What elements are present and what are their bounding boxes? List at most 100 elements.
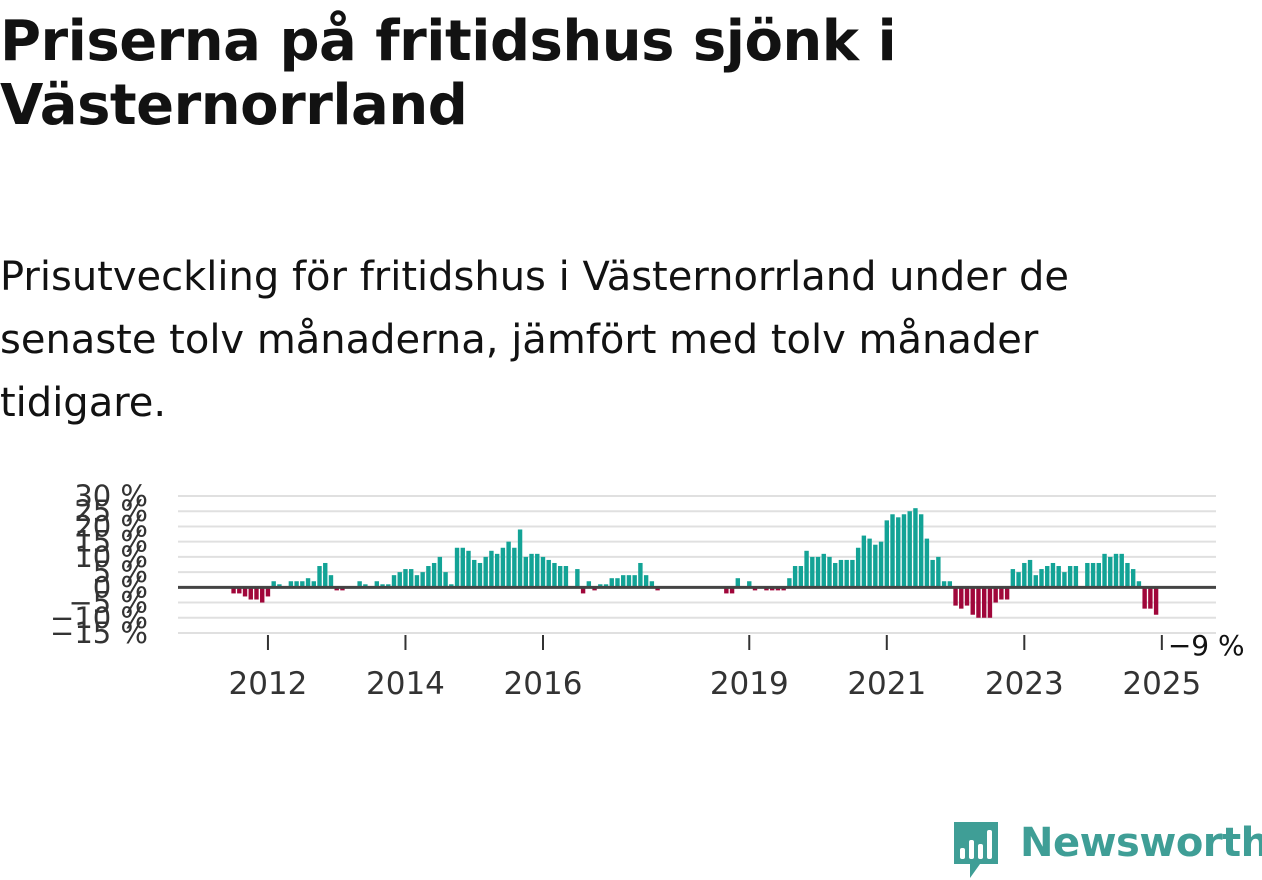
last-value-label: −9 % [1168, 629, 1245, 662]
bar-chart: −15 %−10 %−5 %0 %5 %10 %15 %20 %25 %30 %… [50, 479, 1245, 700]
bar [1108, 556, 1113, 588]
bar [1113, 553, 1119, 588]
bar [655, 587, 660, 591]
bar [580, 587, 586, 594]
bar [420, 572, 425, 588]
bar [781, 587, 786, 591]
bar [472, 559, 477, 588]
bar [592, 587, 597, 591]
bar [626, 575, 632, 588]
bar [242, 587, 248, 597]
annotation: −9 % [1168, 629, 1245, 662]
bar [1033, 575, 1038, 588]
bar [833, 562, 838, 588]
bar [231, 587, 236, 594]
bar [1148, 587, 1153, 609]
bar [884, 520, 889, 588]
bar [460, 547, 465, 588]
bar [643, 575, 649, 588]
bar [907, 511, 912, 588]
newsworthy-logo: Newsworthy [950, 818, 1262, 880]
bar [632, 575, 637, 588]
bar [426, 566, 431, 588]
y-tick-label: 0 % [93, 570, 148, 604]
bar [918, 514, 924, 588]
bar [443, 572, 448, 588]
bar [500, 547, 506, 588]
bar [838, 559, 844, 588]
bar [271, 581, 276, 588]
bar [976, 587, 981, 618]
bar [586, 581, 592, 588]
bar [529, 553, 534, 588]
bar [248, 587, 253, 600]
bar [598, 584, 603, 588]
bar [535, 553, 540, 588]
bar [752, 587, 758, 591]
bar [747, 581, 752, 588]
bar [1153, 587, 1159, 615]
bar [323, 562, 328, 588]
bar [374, 581, 380, 588]
x-tick-label: 2012 [228, 666, 307, 700]
bar [540, 556, 546, 588]
bar [947, 581, 953, 588]
y-tick-label: −10 % [50, 601, 148, 635]
y-tick-label: 25 % [74, 494, 148, 528]
bar [959, 587, 964, 609]
bar [517, 529, 523, 588]
bar [896, 517, 901, 588]
y-tick-label: −15 % [50, 616, 148, 650]
bar [1027, 559, 1033, 588]
bar [294, 581, 299, 588]
bar [1050, 562, 1056, 588]
bar [265, 587, 271, 597]
bar [380, 584, 385, 588]
bar [260, 587, 265, 603]
bar [237, 587, 242, 594]
y-tick-label: 10 % [74, 540, 148, 574]
bar [557, 566, 563, 588]
bar [489, 550, 494, 588]
bar [878, 541, 884, 588]
bar [924, 538, 930, 588]
x-tick-label: 2014 [366, 666, 445, 700]
bar [254, 587, 259, 600]
bar [483, 556, 488, 588]
bar [735, 578, 741, 588]
bar [810, 556, 815, 588]
bar [1022, 562, 1027, 588]
newsworthy-logo-text: Newsworthy [1020, 820, 1262, 866]
x-tick-label: 2021 [847, 666, 926, 700]
bar [403, 569, 408, 588]
bar [890, 514, 895, 588]
bar [300, 581, 305, 588]
bar [575, 569, 580, 588]
x-tick-label: 2023 [985, 666, 1064, 700]
bar [1045, 566, 1050, 588]
bar [798, 566, 804, 588]
bar [953, 587, 958, 606]
bar [987, 587, 993, 618]
bar [288, 581, 294, 588]
bar [861, 535, 867, 588]
bar [357, 581, 362, 588]
bar [764, 587, 769, 591]
bar [454, 547, 460, 588]
x-tick-label: 2019 [710, 666, 789, 700]
newsworthy-logo-icon [954, 822, 998, 878]
gridlines [178, 495, 1216, 634]
bar [638, 562, 643, 588]
bar [724, 587, 729, 594]
bar [409, 569, 414, 588]
x-axis: 2012 2014 2016 2019 2021 2023 2025 [228, 635, 1201, 700]
bar [1004, 587, 1010, 600]
chart-title: Priserna på fritidshus sjönk i Västernor… [0, 9, 897, 138]
bar [386, 584, 391, 588]
bar [431, 562, 437, 588]
bar [277, 584, 282, 588]
bar [850, 559, 855, 588]
bar [1062, 572, 1067, 588]
bar [506, 541, 511, 588]
bar [1142, 587, 1147, 609]
